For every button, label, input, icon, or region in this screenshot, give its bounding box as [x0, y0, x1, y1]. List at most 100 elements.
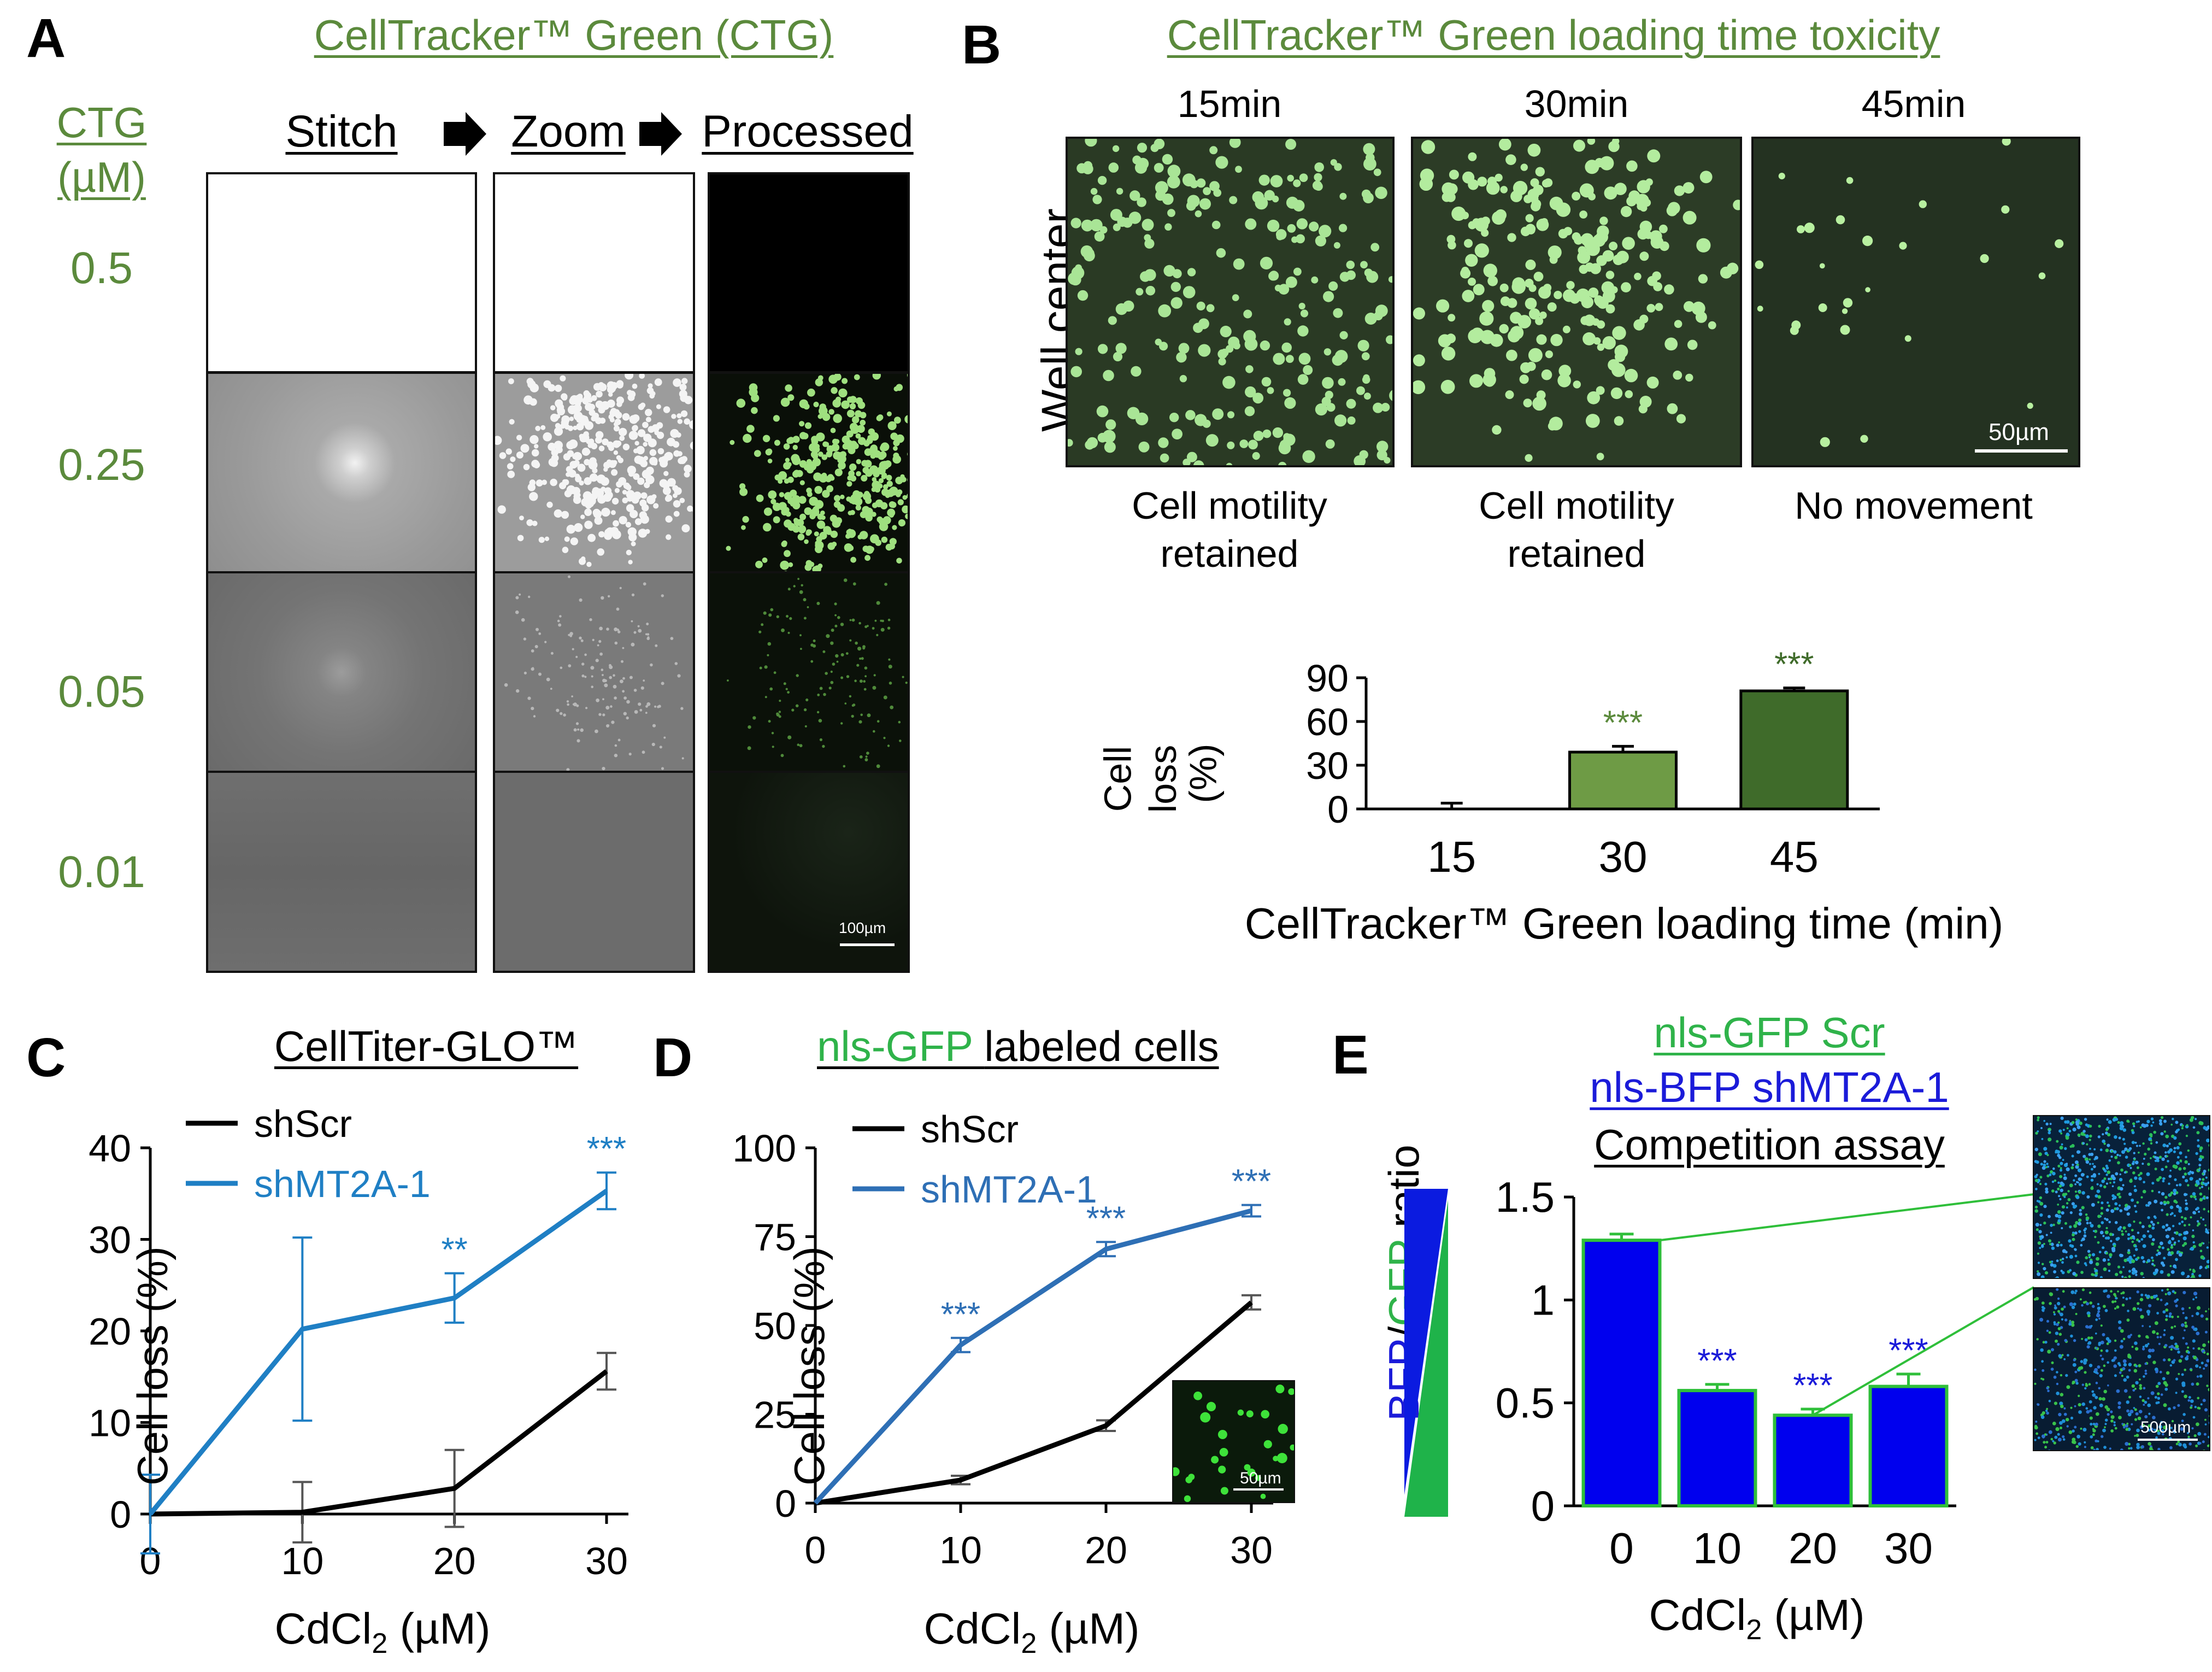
cell-dot: [2187, 1275, 2190, 1278]
cell-dot: [1468, 152, 1477, 161]
cell-dot: [787, 477, 794, 483]
cell-dot: [2128, 1447, 2131, 1450]
cell-dot: [2191, 1275, 2195, 1278]
y-tick-label: 0: [1327, 788, 1349, 831]
cell-dot: [2188, 1396, 2191, 1399]
cell-dot: [1164, 223, 1172, 231]
cell-dot: [2132, 1307, 2137, 1311]
cell-dot: [1558, 365, 1572, 378]
cell-dot: [2197, 1139, 2199, 1142]
cell-dot: [2082, 1301, 2086, 1304]
cell-dot: [1624, 368, 1638, 383]
cell-dot: [1538, 286, 1551, 299]
cell-dot: [2082, 1428, 2087, 1432]
cell-dot: [651, 424, 660, 432]
cell-dot: [585, 403, 593, 411]
cell-dot: [2084, 1157, 2089, 1161]
cell-dot: [2057, 1204, 2060, 1206]
c-xlabel-sub: 2: [372, 1628, 388, 1659]
cell-dot: [2080, 1271, 2084, 1274]
cell-dot: [567, 703, 569, 706]
cell-dot: [842, 378, 848, 384]
cell-dot: [609, 417, 615, 423]
cell-dot: [786, 462, 792, 467]
cell-dot: [2147, 1403, 2151, 1407]
cell-dot: [2167, 1227, 2172, 1231]
cell-dot: [2126, 1409, 2129, 1413]
cell-dot: [540, 425, 546, 430]
cell-dot: [2039, 1176, 2043, 1179]
cell-dot: [551, 454, 559, 462]
cell-dot: [2089, 1139, 2091, 1141]
cell-dot: [2063, 1358, 2066, 1360]
cell-dot: [887, 626, 891, 630]
cell-dot: [813, 640, 816, 642]
cell-dot: [1187, 195, 1200, 208]
cell-dot: [1315, 403, 1327, 416]
cell-dot: [2142, 1399, 2145, 1403]
cell-dot: [2182, 1413, 2186, 1416]
cell-dot: [2135, 1434, 2139, 1438]
cell-dot: [2108, 1204, 2110, 1207]
cell-dot: [676, 413, 682, 419]
cell-dot: [563, 713, 566, 717]
cell-dot: [2035, 1188, 2038, 1190]
cell-dot: [2134, 1341, 2138, 1345]
cell-dot: [2089, 1256, 2091, 1259]
cell-dot: [1528, 284, 1537, 292]
cell-dot: [2039, 1183, 2042, 1186]
cell-dot: [1612, 326, 1626, 340]
cell-dot: [1162, 154, 1173, 165]
cell-dot: [2139, 1384, 2142, 1387]
cell-dot: [835, 654, 839, 658]
cell-dot: [872, 374, 881, 380]
cell-dot: [2045, 1441, 2049, 1444]
cell-dot: [2132, 1122, 2135, 1125]
cell-dot: [1517, 315, 1531, 328]
cell-dot: [2062, 1290, 2065, 1293]
cell-dot: [2202, 1178, 2205, 1181]
cell-dot: [2074, 1292, 2076, 1294]
cell-dot: [2106, 1118, 2109, 1121]
cell-dot: [1092, 195, 1102, 204]
cell-dot: [2182, 1290, 2186, 1294]
cell-dot: [2104, 1423, 2107, 1425]
cell-dot: [1229, 139, 1241, 148]
cell-dot: [896, 558, 902, 564]
cell-dot: [2110, 1240, 2113, 1242]
cell-dot: [2104, 1217, 2107, 1220]
cell-dot: [1505, 154, 1516, 165]
cell-dot: [645, 705, 648, 708]
cell-dot: [2184, 1445, 2187, 1449]
cell-dot: [516, 451, 523, 459]
cell-dot: [2091, 1168, 2093, 1171]
cell-dot: [2173, 1188, 2177, 1193]
cell-dot: [1370, 243, 1380, 252]
cell-dot: [2107, 1384, 2109, 1387]
cell-dot: [2110, 1290, 2113, 1293]
cell-dot: [2165, 1229, 2168, 1231]
cell-dot: [1273, 1456, 1279, 1462]
cell-dot: [1278, 461, 1287, 465]
cell-dot: [2099, 1230, 2104, 1235]
cell-dot: [1179, 375, 1187, 383]
cell-dot: [768, 613, 772, 617]
cell-dot: [602, 767, 605, 771]
cell-dot: [1142, 219, 1154, 231]
cell-dot: [2063, 1174, 2066, 1176]
cell-dot: [2075, 1382, 2079, 1385]
cell-dot: [2095, 1439, 2098, 1442]
cell-dot: [2174, 1178, 2177, 1181]
cell-dot: [2131, 1259, 2135, 1263]
cell-dot: [1582, 332, 1596, 345]
cell-dot: [865, 514, 873, 522]
cell-dot: [2100, 1206, 2104, 1210]
y-tick-label: 100: [732, 1127, 796, 1170]
cell-dot: [2069, 1302, 2073, 1306]
cell-dot: [2169, 1364, 2172, 1367]
cell-dot: [890, 501, 897, 508]
cell-dot: [2071, 1323, 2075, 1327]
cell-dot: [543, 380, 551, 388]
cell-dot: [1819, 263, 1825, 269]
